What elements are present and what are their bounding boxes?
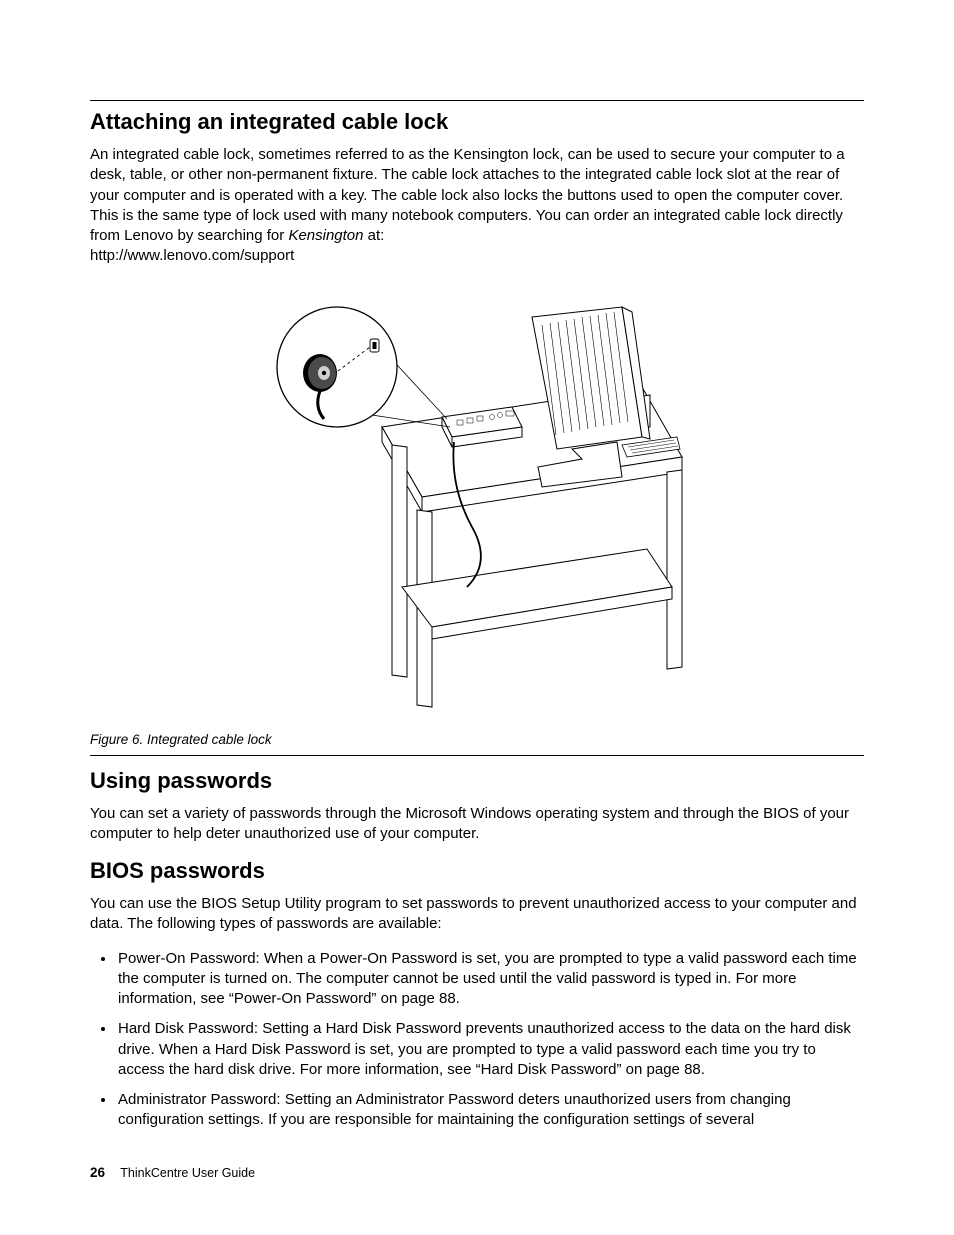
paragraph-bios-passwords: You can use the BIOS Setup Utility progr… — [90, 894, 864, 935]
figure-cable-lock — [90, 287, 864, 722]
page-footer: 26 ThinkCentre User Guide — [90, 1165, 255, 1180]
doc-title: ThinkCentre User Guide — [120, 1166, 255, 1180]
list-item: Power-On Password: When a Power-On Passw… — [116, 949, 864, 1010]
figure-illustration — [242, 287, 712, 717]
heading-cable-lock: Attaching an integrated cable lock — [90, 109, 864, 135]
heading-using-passwords: Using passwords — [90, 768, 864, 794]
rule-top — [90, 100, 864, 101]
para-pre-text: An integrated cable lock, sometimes refe… — [90, 146, 845, 244]
bios-password-list: Power-On Password: When a Power-On Passw… — [90, 949, 864, 1131]
para-italic-text: Kensington — [288, 227, 363, 244]
rule-mid — [90, 755, 864, 756]
paragraph-cable-lock: An integrated cable lock, sometimes refe… — [90, 145, 864, 267]
list-item: Administrator Password: Setting an Admin… — [116, 1090, 864, 1131]
figure-caption: Figure 6. Integrated cable lock — [90, 732, 864, 747]
heading-bios-passwords: BIOS passwords — [90, 858, 864, 884]
para-post-text: at: — [364, 227, 385, 244]
paragraph-using-passwords: You can set a variety of passwords throu… — [90, 804, 864, 845]
document-page: Attaching an integrated cable lock An in… — [0, 0, 954, 1235]
support-url: http://www.lenovo.com/support — [90, 247, 294, 264]
page-number: 26 — [90, 1165, 105, 1180]
list-item: Hard Disk Password: Setting a Hard Disk … — [116, 1019, 864, 1080]
